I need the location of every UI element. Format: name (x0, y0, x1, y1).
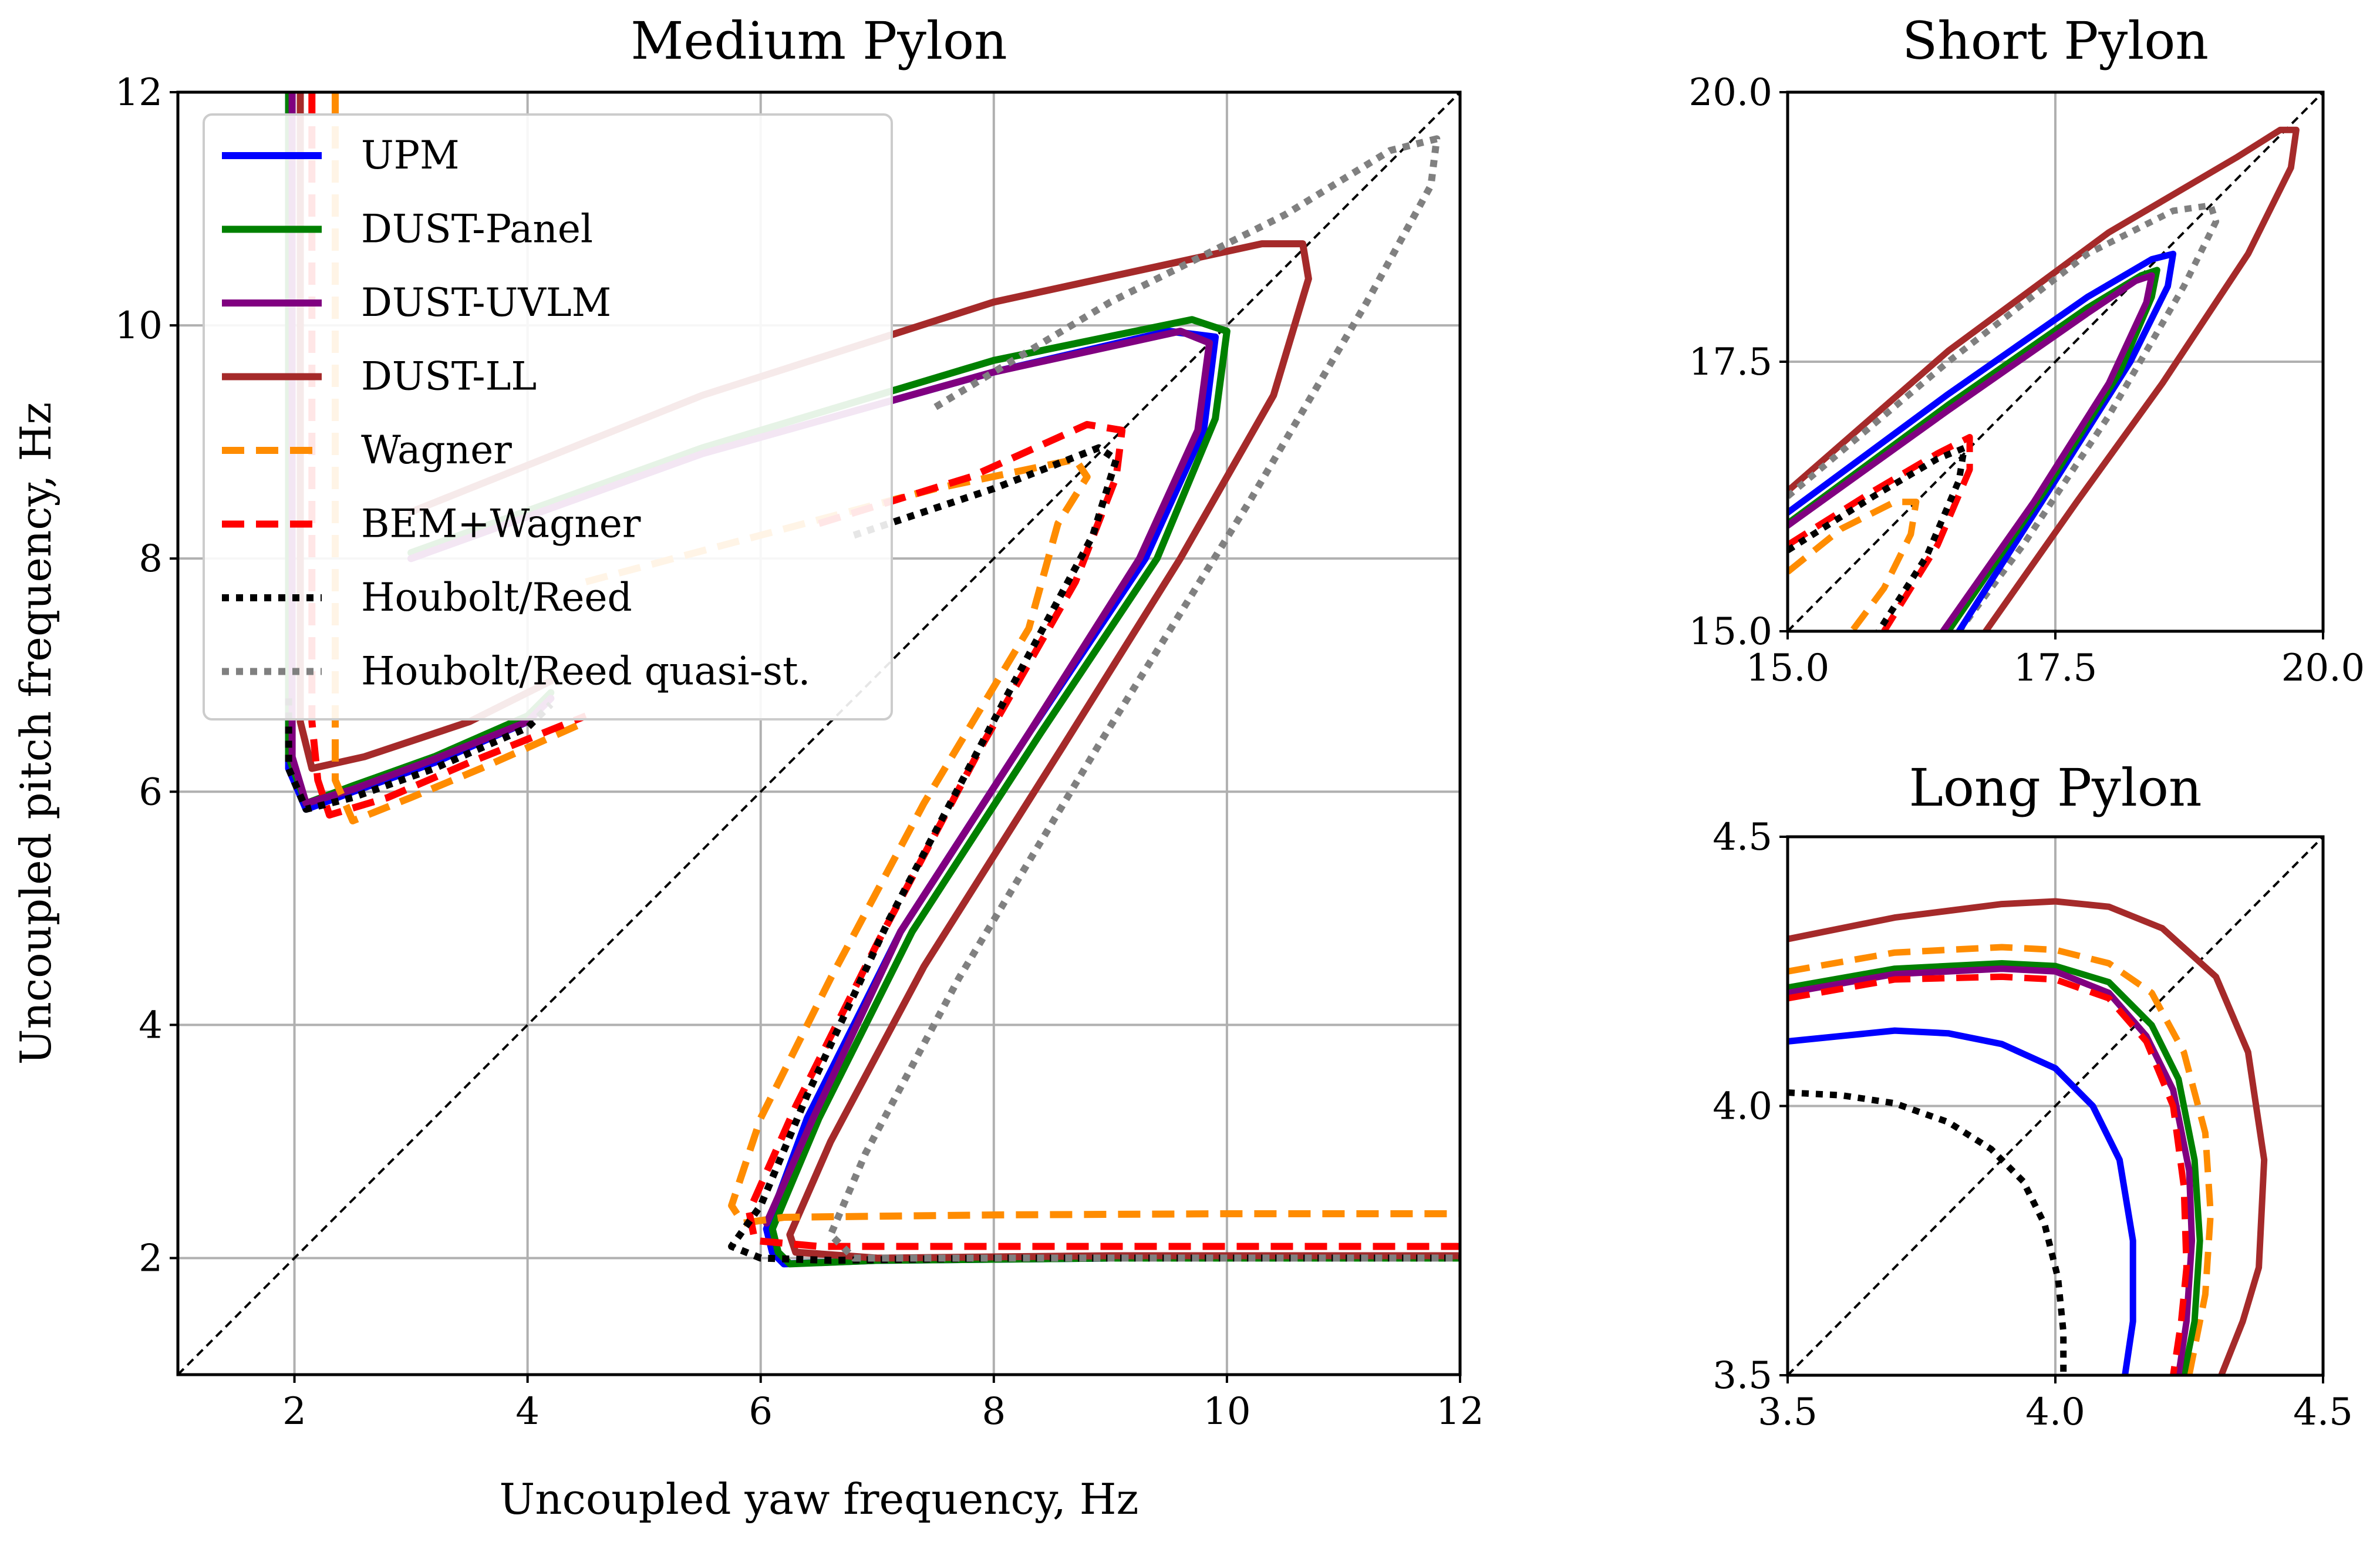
medium-axes-frame (176, 90, 1462, 1376)
long-series-dust-panel (1788, 960, 2203, 1375)
long-yticks: 3.5 4.0 4.5 (1712, 816, 1788, 1398)
legend-label-wagner: Wagner (361, 427, 512, 473)
long-xtick-label: 4.5 (2293, 1391, 2353, 1434)
long-ytick-label: 3.5 (1712, 1354, 1772, 1398)
medium-ytick-label: 4 (139, 1004, 163, 1047)
short-ytick-label: 15.0 (1689, 610, 1773, 654)
legend-label-dust-uvlm: DUST-UVLM (361, 280, 611, 325)
medium-ytick-label: 8 (139, 537, 163, 581)
medium-ytick-label: 12 (115, 71, 163, 115)
legend-label-houbolt-reed: Houbolt/Reed (361, 575, 632, 620)
legend-label-upm: UPM (361, 133, 460, 178)
long-series (1788, 898, 2268, 1375)
medium-series-houbolt-reed-quasi-st (827, 135, 1460, 1262)
medium-diagonal (177, 91, 1461, 1376)
medium-series-dust-ll (407, 240, 1460, 1262)
medium-series-dust-uvlm (407, 328, 1213, 1227)
medium-series-wagner (585, 456, 1460, 1227)
medium-xtick-label: 10 (1203, 1390, 1250, 1433)
legend: UPM DUST-Panel DUST-UVLM DUST-LL Wagner BEM+W… (203, 113, 893, 721)
short-diagonal (1786, 91, 2324, 632)
short-ytick-label: 17.5 (1689, 341, 1773, 384)
medium-series-bem-wagner (745, 420, 1460, 1250)
long-diagonal (1786, 836, 2324, 1376)
medium-xlabel: Uncoupled yaw frequency, Hz (500, 1474, 1139, 1524)
short-ytick-label: 20.0 (1689, 71, 1773, 115)
medium-xtick-label: 6 (749, 1390, 773, 1433)
long-series-bem-wagner (1788, 973, 2190, 1375)
medium-yticks: 2 4 6 8 10 12 (115, 71, 178, 1280)
legend-label-houbolt-reed-quasi-st: Houbolt/Reed quasi-st. (361, 649, 810, 694)
medium-xtick-label: 2 (282, 1390, 306, 1433)
short-series-houbolt-reed (1788, 445, 1968, 631)
short-yticks: 15.0 17.5 20.0 (1689, 71, 1788, 654)
legend-label-dust-panel: DUST-Panel (361, 207, 593, 252)
long-series-upm (1788, 1027, 2136, 1375)
short-series-bem-wagner (1788, 434, 1973, 631)
short-series-dust-panel (1788, 267, 2160, 631)
long-xtick-label: 4.0 (2025, 1391, 2085, 1434)
long-pylon-title: Long Pylon (1909, 757, 2202, 818)
medium-pylon-title: Medium Pylon (631, 11, 1007, 71)
short-series-houbolt-reed-quasi-st (1788, 202, 2220, 631)
short-xtick-label: 15.0 (1746, 647, 1830, 690)
medium-series-bem-wagner (308, 92, 588, 819)
medium-series-dust-panel (407, 316, 1460, 1268)
short-series-wagner (1788, 499, 1920, 631)
long-xticks: 3.5 4.0 4.5 (1758, 1375, 2353, 1434)
legend-entries: UPM DUST-Panel DUST-UVLM DUST-LL Wagner BEM+W… (222, 133, 810, 694)
medium-series (285, 92, 1460, 1268)
medium-ytick-label: 2 (139, 1237, 163, 1280)
medium-series-houbolt-reed (728, 444, 1460, 1264)
medium-xticks: 2 4 6 8 10 12 (282, 1375, 1484, 1433)
short-xticks: 15.0 17.5 20.0 (1746, 631, 2365, 690)
long-pylon-panel: Long Pylon 3.5 4.0 4.5 3.5 4.0 4.5 (1712, 757, 2353, 1434)
legend-box (203, 113, 893, 721)
short-series-dust-uvlm (1788, 272, 2155, 631)
long-ytick-label: 4.0 (1712, 1085, 1772, 1129)
short-series-upm (1788, 250, 2177, 631)
legend-label-bem-wagner: BEM+Wagner (361, 501, 641, 547)
short-xtick-label: 17.5 (2014, 647, 2098, 690)
short-xtick-label: 20.0 (2281, 647, 2365, 690)
short-pylon-panel: Short Pylon 15.0 17.5 20.0 15.0 17.5 20.0 (1689, 11, 2365, 690)
long-ytick-label: 4.5 (1712, 816, 1772, 859)
medium-ytick-label: 10 (115, 304, 163, 348)
medium-ytick-label: 6 (139, 770, 163, 814)
medium-xtick-label: 4 (515, 1390, 540, 1433)
long-series-dust-uvlm (1788, 965, 2196, 1375)
medium-xtick-label: 8 (982, 1390, 1006, 1433)
short-series (1788, 126, 2300, 631)
long-series-dust-ll (1788, 898, 2268, 1375)
medium-ylabel: Uncoupled pitch frequency, Hz (11, 402, 60, 1065)
long-series-wagner (1788, 944, 2214, 1375)
long-xtick-label: 3.5 (1758, 1391, 1818, 1434)
medium-xtick-label: 12 (1436, 1390, 1484, 1433)
medium-pylon-panel: Medium Pylon 2 4 6 8 10 12 2 4 6 8 10 12 Uncoupled… (11, 11, 1484, 1524)
legend-label-dust-ll: DUST-LL (361, 354, 537, 399)
short-pylon-title: Short Pylon (1902, 11, 2209, 71)
short-series-dust-ll (1788, 126, 2300, 631)
